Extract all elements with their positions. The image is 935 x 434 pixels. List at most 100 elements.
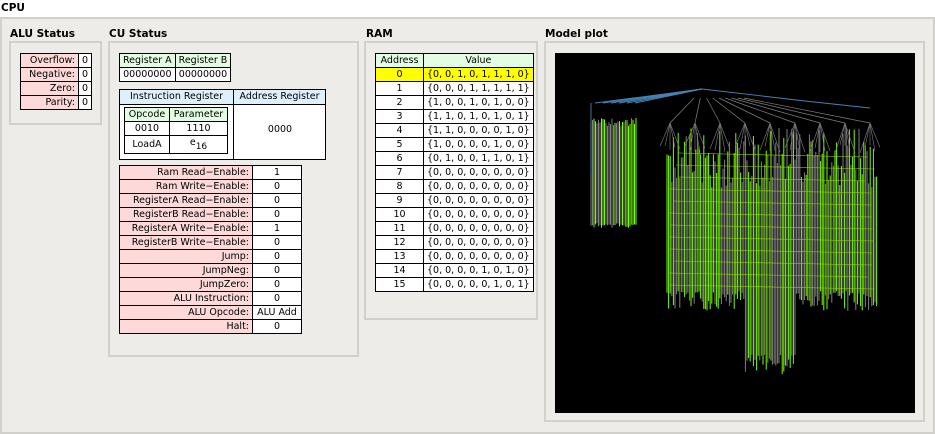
- model-plot-title: Model plot: [545, 28, 608, 40]
- plot-edge: [859, 122, 871, 153]
- alu-flag-row: Parity: 0: [20, 95, 93, 110]
- alu-flag-row: Zero: 0: [20, 81, 93, 96]
- control-signal-row: JumpZero: 0: [119, 277, 302, 292]
- alu-flag-value: 0: [77, 53, 93, 68]
- control-signal-label: ALU Opcode:: [119, 305, 253, 320]
- plot-edge: [731, 97, 821, 124]
- control-signal-value: 0: [252, 193, 302, 208]
- ram-value: {0, 0, 0, 0, 0, 1, 0, 1}: [423, 277, 534, 292]
- plot-edge: [739, 122, 746, 149]
- ram-row: 15 {0, 0, 0, 0, 0, 1, 0, 1}: [375, 277, 534, 292]
- control-signal-value: ALU Add: [252, 305, 302, 320]
- plot-stripe: [668, 272, 869, 278]
- ram-row: 2 {1, 0, 0, 1, 0, 1, 0, 0}: [375, 95, 534, 110]
- ram-address: 9: [375, 193, 424, 208]
- plot-stripe: [668, 188, 871, 194]
- alu-flag-label: Negative:: [20, 67, 79, 82]
- ram-row: 3 {1, 1, 0, 1, 0, 1, 0, 1}: [375, 109, 534, 124]
- control-signal-row: RegisterA Read−Enable: 0: [119, 193, 302, 208]
- ram-value: {1, 1, 0, 1, 0, 1, 0, 1}: [423, 109, 534, 124]
- parameter-bits: 1110: [169, 121, 228, 136]
- control-signal-label: JumpZero:: [119, 277, 253, 292]
- control-signal-row: Jump: 0: [119, 249, 302, 264]
- ram-row: 4 {1, 1, 0, 0, 0, 0, 1, 0}: [375, 123, 534, 138]
- ram-address: 10: [375, 207, 424, 222]
- plot-edge: [834, 122, 846, 153]
- ram-address: 0: [375, 67, 424, 82]
- ram-row: 13 {0, 0, 0, 0, 0, 0, 0, 0}: [375, 249, 534, 264]
- ram-value: {0, 0, 0, 0, 0, 0, 0, 0}: [423, 193, 534, 208]
- ram-address: 8: [375, 179, 424, 194]
- ram-address: 3: [375, 109, 424, 124]
- control-signal-label: Ram Write−Enable:: [119, 179, 253, 194]
- plot-edge: [694, 122, 706, 149]
- ram-title: RAM: [366, 28, 393, 40]
- plot-background: [555, 53, 915, 413]
- plot-edge: [839, 122, 846, 146]
- ram-value: {1, 1, 0, 0, 0, 0, 1, 0}: [423, 123, 534, 138]
- plot-edge: [709, 122, 721, 150]
- ram-address: 2: [375, 95, 424, 110]
- ram-table: Address Value 0 {0, 0, 1, 0, 1, 1, 1, 0} 1…: [375, 53, 534, 292]
- control-signals-table: Ram Read−Enable: 1 Ram Write−Enable: 0 Regis…: [119, 165, 302, 334]
- opcode-bits: 0010: [124, 121, 170, 136]
- ram-value: {0, 0, 0, 1, 1, 1, 1, 1}: [423, 81, 534, 96]
- ram-address: 12: [375, 235, 424, 250]
- alu-flag-label: Overflow:: [20, 53, 79, 68]
- ram-value: {1, 0, 0, 1, 0, 1, 0, 0}: [423, 95, 534, 110]
- control-signal-value: 0: [252, 319, 302, 334]
- plot-edge: [706, 97, 721, 124]
- ram-address: 6: [375, 151, 424, 166]
- register-b-value: 00000000: [174, 67, 232, 82]
- ram-address: 7: [375, 165, 424, 180]
- plot-stripe: [669, 248, 873, 254]
- plot-edge: [684, 122, 696, 146]
- plot-edge: [784, 122, 796, 148]
- plot-edge: [659, 122, 671, 147]
- opcode-label: Opcode: [124, 107, 170, 122]
- control-signal-label: RegisterB Write−Enable:: [119, 235, 253, 250]
- control-signal-label: JumpNeg:: [119, 263, 253, 278]
- alu-flag-value: 0: [77, 81, 93, 96]
- plot-edge: [743, 97, 871, 124]
- plot-edge: [844, 122, 856, 153]
- plot-edge: [714, 122, 721, 151]
- plot-stripe: [674, 260, 872, 266]
- control-signal-row: ALU Opcode: ALU Add: [119, 305, 302, 320]
- control-signal-value: 1: [252, 165, 302, 180]
- ram-value: {0, 0, 0, 0, 0, 0, 0, 0}: [423, 221, 534, 236]
- ram-value: {0, 0, 0, 0, 0, 0, 0, 0}: [423, 235, 534, 250]
- ram-address: 1: [375, 81, 424, 96]
- alu-flag-label: Zero:: [20, 81, 79, 96]
- opcode-mnemonic: LoadA: [124, 135, 170, 154]
- ram-row: 8 {0, 0, 0, 0, 0, 0, 0, 0}: [375, 179, 534, 194]
- control-signal-value: 1: [252, 221, 302, 236]
- parameter-label: Parameter: [169, 107, 228, 122]
- plot-edge: [718, 97, 771, 124]
- plot-edge: [864, 122, 871, 148]
- plot-root-edge: [701, 88, 806, 102]
- control-signal-label: RegisterA Read−Enable:: [119, 193, 253, 208]
- alu-flags-table: Overflow: 0 Negative: 0 Zero: 0 Parity: 0: [20, 53, 93, 110]
- alu-flag-row: Negative: 0: [20, 67, 93, 82]
- alu-flag-label: Parity:: [20, 95, 79, 110]
- register-divider: [233, 104, 234, 159]
- control-signal-row: Ram Write−Enable: 0: [119, 179, 302, 194]
- plot-edge: [669, 122, 681, 150]
- plot-stripe: [669, 284, 875, 290]
- control-signal-value: 0: [252, 207, 302, 222]
- parameter-value: e16: [169, 135, 228, 154]
- plot-edge: [844, 122, 851, 151]
- ram-col-address: Address: [375, 53, 424, 68]
- ram-row: 9 {0, 0, 0, 0, 0, 0, 0, 0}: [375, 193, 534, 208]
- ram-address: 13: [375, 249, 424, 264]
- control-signal-value: 0: [252, 249, 302, 264]
- instruction-register-label: Instruction Register: [120, 90, 234, 105]
- plot-stripe: [678, 152, 869, 158]
- plot-stripe: [669, 212, 872, 218]
- ram-address: 11: [375, 221, 424, 236]
- alu-flag-row: Overflow: 0: [20, 53, 93, 68]
- plot-stripe: [675, 164, 875, 170]
- control-signal-value: 0: [252, 235, 302, 250]
- ram-row: 1 {0, 0, 0, 1, 1, 1, 1, 1}: [375, 81, 534, 96]
